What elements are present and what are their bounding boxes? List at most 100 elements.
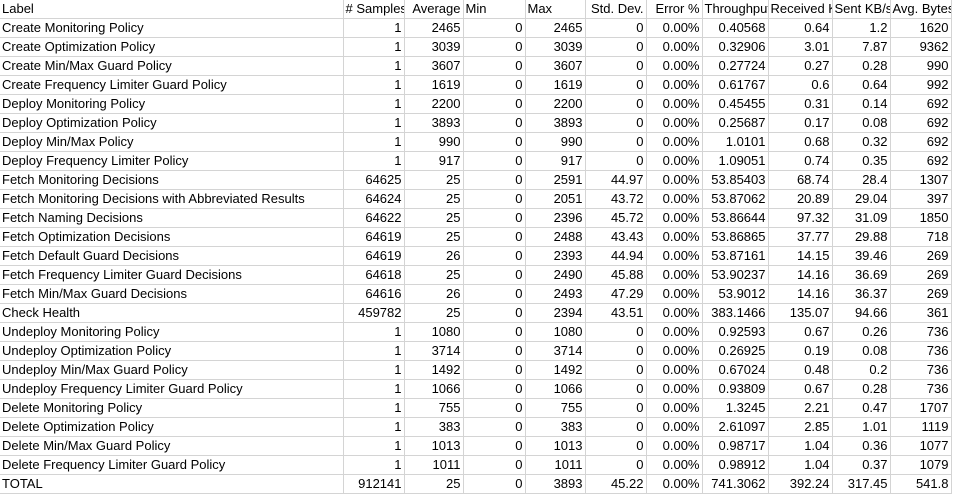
throughput-cell[interactable]: 1.09051 (702, 151, 769, 171)
std-dev-cell[interactable]: 43.43 (585, 227, 647, 247)
throughput-cell[interactable]: 0.98912 (702, 455, 769, 475)
column-header-samples[interactable]: # Samples (343, 0, 405, 19)
received-cell[interactable]: 392.24 (768, 474, 833, 494)
avg-bytes-cell[interactable]: 269 (890, 246, 952, 266)
error-pct-cell[interactable]: 0.00% (646, 265, 703, 285)
error-pct-cell[interactable]: 0.00% (646, 37, 703, 57)
min-cell[interactable]: 0 (463, 113, 526, 133)
column-header-max[interactable]: Max (525, 0, 586, 19)
throughput-cell[interactable]: 0.45455 (702, 94, 769, 114)
avg-bytes-cell[interactable]: 9362 (890, 37, 952, 57)
received-cell[interactable]: 20.89 (768, 189, 833, 209)
std-dev-cell[interactable]: 0 (585, 132, 647, 152)
min-cell[interactable]: 0 (463, 189, 526, 209)
avg-bytes-cell[interactable]: 1079 (890, 455, 952, 475)
label-cell[interactable]: Fetch Monitoring Decisions (0, 170, 344, 190)
error-pct-cell[interactable]: 0.00% (646, 455, 703, 475)
received-cell[interactable]: 0.67 (768, 379, 833, 399)
average-cell[interactable]: 1013 (404, 436, 464, 456)
min-cell[interactable]: 0 (463, 474, 526, 494)
max-cell[interactable]: 3893 (525, 474, 586, 494)
column-header-label[interactable]: Label (0, 0, 344, 19)
samples-cell[interactable]: 1 (343, 360, 405, 380)
average-cell[interactable]: 755 (404, 398, 464, 418)
samples-cell[interactable]: 64624 (343, 189, 405, 209)
max-cell[interactable]: 3607 (525, 56, 586, 76)
column-header-throughput[interactable]: Throughput (702, 0, 769, 19)
samples-cell[interactable]: 64622 (343, 208, 405, 228)
error-pct-cell[interactable]: 0.00% (646, 417, 703, 437)
sent-cell[interactable]: 0.32 (832, 132, 891, 152)
samples-cell[interactable]: 1 (343, 379, 405, 399)
error-pct-cell[interactable]: 0.00% (646, 322, 703, 342)
avg-bytes-cell[interactable]: 1620 (890, 18, 952, 38)
sent-cell[interactable]: 0.2 (832, 360, 891, 380)
sent-cell[interactable]: 29.04 (832, 189, 891, 209)
sent-cell[interactable]: 0.08 (832, 113, 891, 133)
received-cell[interactable]: 2.85 (768, 417, 833, 437)
max-cell[interactable]: 2493 (525, 284, 586, 304)
min-cell[interactable]: 0 (463, 341, 526, 361)
average-cell[interactable]: 26 (404, 246, 464, 266)
throughput-cell[interactable]: 2.61097 (702, 417, 769, 437)
label-cell[interactable]: Undeploy Min/Max Guard Policy (0, 360, 344, 380)
std-dev-cell[interactable]: 44.97 (585, 170, 647, 190)
std-dev-cell[interactable]: 0 (585, 56, 647, 76)
error-pct-cell[interactable]: 0.00% (646, 170, 703, 190)
sent-cell[interactable]: 0.35 (832, 151, 891, 171)
avg-bytes-cell[interactable]: 990 (890, 56, 952, 76)
throughput-cell[interactable]: 0.92593 (702, 322, 769, 342)
samples-cell[interactable]: 64618 (343, 265, 405, 285)
std-dev-cell[interactable]: 0 (585, 379, 647, 399)
samples-cell[interactable]: 1 (343, 75, 405, 95)
average-cell[interactable]: 25 (404, 208, 464, 228)
std-dev-cell[interactable]: 0 (585, 417, 647, 437)
throughput-cell[interactable]: 741.3062 (702, 474, 769, 494)
avg-bytes-cell[interactable]: 361 (890, 303, 952, 323)
average-cell[interactable]: 25 (404, 227, 464, 247)
column-header-min[interactable]: Min (463, 0, 526, 19)
label-cell[interactable]: Deploy Monitoring Policy (0, 94, 344, 114)
min-cell[interactable]: 0 (463, 227, 526, 247)
avg-bytes-cell[interactable]: 992 (890, 75, 952, 95)
samples-cell[interactable]: 1 (343, 151, 405, 171)
min-cell[interactable]: 0 (463, 322, 526, 342)
received-cell[interactable]: 1.04 (768, 436, 833, 456)
avg-bytes-cell[interactable]: 1119 (890, 417, 952, 437)
received-cell[interactable]: 14.16 (768, 265, 833, 285)
received-cell[interactable]: 0.17 (768, 113, 833, 133)
avg-bytes-cell[interactable]: 736 (890, 341, 952, 361)
samples-cell[interactable]: 64616 (343, 284, 405, 304)
average-cell[interactable]: 383 (404, 417, 464, 437)
max-cell[interactable]: 917 (525, 151, 586, 171)
average-cell[interactable]: 3714 (404, 341, 464, 361)
label-cell[interactable]: Deploy Min/Max Policy (0, 132, 344, 152)
min-cell[interactable]: 0 (463, 37, 526, 57)
label-cell[interactable]: Delete Frequency Limiter Guard Policy (0, 455, 344, 475)
avg-bytes-cell[interactable]: 736 (890, 360, 952, 380)
min-cell[interactable]: 0 (463, 360, 526, 380)
label-cell[interactable]: Deploy Frequency Limiter Policy (0, 151, 344, 171)
label-cell[interactable]: Delete Monitoring Policy (0, 398, 344, 418)
column-header-received[interactable]: Received KB/sec (768, 0, 833, 19)
max-cell[interactable]: 2396 (525, 208, 586, 228)
samples-cell[interactable]: 1 (343, 56, 405, 76)
average-cell[interactable]: 3893 (404, 113, 464, 133)
average-cell[interactable]: 25 (404, 474, 464, 494)
max-cell[interactable]: 3893 (525, 113, 586, 133)
min-cell[interactable]: 0 (463, 303, 526, 323)
received-cell[interactable]: 0.48 (768, 360, 833, 380)
std-dev-cell[interactable]: 43.51 (585, 303, 647, 323)
avg-bytes-cell[interactable]: 736 (890, 379, 952, 399)
average-cell[interactable]: 2200 (404, 94, 464, 114)
received-cell[interactable]: 0.74 (768, 151, 833, 171)
max-cell[interactable]: 2465 (525, 18, 586, 38)
sent-cell[interactable]: 7.87 (832, 37, 891, 57)
avg-bytes-cell[interactable]: 1850 (890, 208, 952, 228)
error-pct-cell[interactable]: 0.00% (646, 132, 703, 152)
max-cell[interactable]: 2200 (525, 94, 586, 114)
received-cell[interactable]: 0.67 (768, 322, 833, 342)
sent-cell[interactable]: 0.28 (832, 56, 891, 76)
avg-bytes-cell[interactable]: 736 (890, 322, 952, 342)
sent-cell[interactable]: 0.64 (832, 75, 891, 95)
